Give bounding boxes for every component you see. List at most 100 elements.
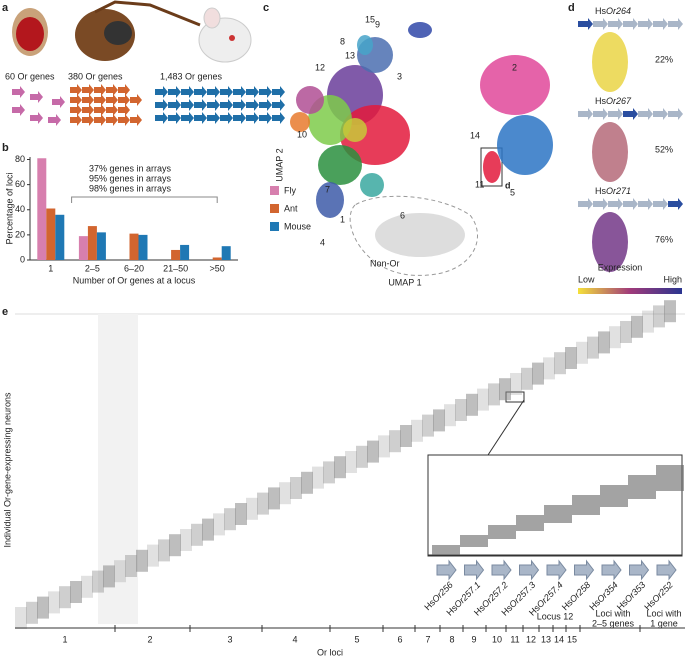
gene-arrow — [155, 86, 168, 98]
gene-arrow — [246, 112, 259, 124]
cluster-label: 7 — [325, 184, 330, 194]
heat-block — [235, 503, 247, 525]
legend-swatch — [270, 204, 279, 213]
legend-low: Low — [578, 274, 595, 284]
cluster — [408, 22, 432, 38]
species-label: 1,483 Or genes — [160, 71, 223, 81]
gene-arrow — [220, 99, 233, 111]
locus-label: 8 — [449, 634, 454, 644]
inset-rows — [460, 535, 488, 547]
locus-label: 10 — [492, 634, 502, 644]
heat-block — [411, 419, 423, 442]
gene-name-italic: Or353 — [623, 580, 648, 605]
panel-letter: a — [2, 2, 9, 14]
gene-arrow — [194, 86, 207, 98]
heat-block — [400, 425, 412, 447]
locus-label: 7 — [425, 634, 430, 644]
cluster — [316, 182, 344, 218]
gene-arrow — [608, 18, 623, 30]
legend-label: Ant — [284, 203, 298, 213]
heat-block — [576, 341, 588, 364]
cluster-label: 6 — [400, 210, 405, 220]
gene-arrow — [259, 86, 272, 98]
bar — [129, 233, 139, 260]
gene-arrow — [491, 559, 512, 581]
gene-arrow — [593, 18, 608, 30]
gene-arrow — [623, 198, 638, 210]
heat-block — [609, 326, 621, 349]
gene-arrow — [638, 18, 653, 30]
bar — [37, 158, 47, 260]
gene-arrow — [82, 104, 94, 116]
cluster-label: 4 — [320, 237, 325, 247]
gene-arrow — [593, 108, 608, 120]
gene-arrow — [106, 104, 118, 116]
heat-block — [620, 321, 632, 343]
locus-label: 11 — [510, 634, 519, 644]
gene-arrow — [168, 112, 181, 124]
species-art — [12, 0, 252, 63]
heat-block — [92, 570, 104, 593]
heat-block — [565, 347, 577, 369]
gene-arrow — [272, 99, 285, 111]
heat-block — [213, 513, 225, 536]
heat-block — [70, 581, 82, 603]
x-axis-label: Number of Or genes at a locus — [73, 275, 196, 285]
x-tick-label: 21–50 — [163, 263, 188, 273]
inset-locus: Locus 12 — [537, 611, 574, 621]
heat-block — [433, 409, 445, 432]
bracket — [71, 196, 218, 203]
y-axis-label: UMAP 2 — [274, 148, 284, 181]
gene-arrow — [623, 108, 638, 120]
heat-block — [136, 549, 148, 572]
heat-block — [169, 534, 181, 557]
locus-label: 15 — [567, 634, 577, 644]
gene-arrow — [464, 559, 485, 581]
gene-arrow — [608, 198, 623, 210]
inset-rows — [656, 465, 684, 491]
gene-arrow — [272, 86, 285, 98]
gene-arrow — [48, 114, 61, 126]
gene-arrow — [578, 108, 593, 120]
gene-arrow — [246, 86, 259, 98]
gene-arrow — [130, 94, 142, 106]
inset-rows — [544, 505, 572, 523]
heat-block — [323, 461, 335, 484]
bar — [212, 257, 222, 260]
non-or-label: Non-Or — [370, 258, 400, 268]
locus-label: 5 — [354, 634, 359, 644]
gene-arrow — [168, 86, 181, 98]
heat-block — [103, 565, 115, 588]
inset-rows — [572, 495, 600, 515]
gene-arrow — [623, 18, 638, 30]
x-axis-label: Or loci — [317, 647, 343, 657]
gene-arrow — [82, 94, 94, 106]
gene-arrow — [220, 86, 233, 98]
gene-arrow — [194, 112, 207, 124]
gene-arrow — [656, 559, 677, 581]
heat-block — [125, 555, 137, 577]
x-tick-label: 6–20 — [124, 263, 144, 273]
gene-arrow — [220, 112, 233, 124]
gene-arrow — [519, 559, 540, 581]
locus-label: 1 — [62, 634, 67, 644]
gene-arrow — [94, 114, 106, 126]
inset-rows — [432, 545, 460, 555]
cluster-label: 15 — [365, 14, 375, 24]
gene-arrow — [155, 99, 168, 111]
gene-arrow — [246, 99, 259, 111]
gene-arrow — [259, 99, 272, 111]
cluster-label: 13 — [345, 50, 355, 60]
bar — [138, 234, 148, 260]
y-tick-label: 20 — [15, 229, 25, 239]
inset-rows — [600, 485, 628, 507]
y-tick-label: 60 — [15, 179, 25, 189]
gene-arrows — [12, 84, 285, 126]
gene-arrow — [436, 559, 457, 581]
annotation: 37% genes in arrays — [89, 163, 172, 173]
cluster — [296, 86, 324, 114]
gene-arrow — [207, 112, 220, 124]
gene-name-italic: Or271 — [606, 186, 631, 196]
gene-name-italic: Or258 — [568, 580, 593, 605]
